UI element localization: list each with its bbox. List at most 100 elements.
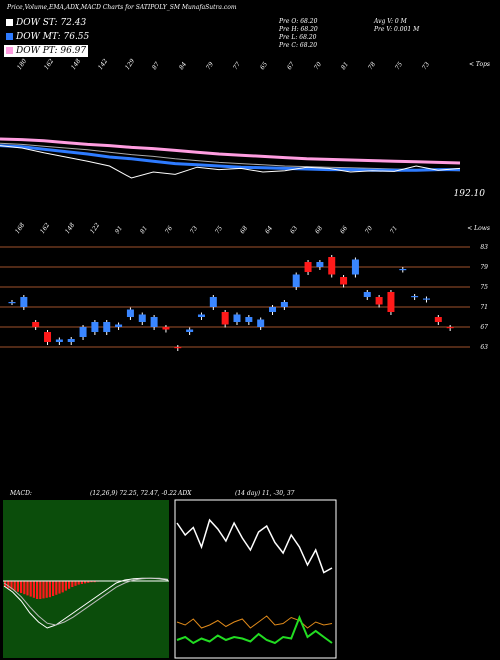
top-tick-label: 67 xyxy=(286,61,296,71)
candle-body xyxy=(292,274,300,287)
macd-histogram-bar xyxy=(93,581,96,583)
candle-body xyxy=(399,269,407,271)
low-tick-label: 162 xyxy=(39,222,51,236)
macd-histogram-bar xyxy=(7,581,10,589)
ema-line-mid xyxy=(0,144,460,172)
low-tick-label: < Lows xyxy=(467,225,490,232)
prev-close: Pre C: 68.20 xyxy=(279,42,318,49)
candle-body xyxy=(115,324,123,327)
macd-histogram-bar xyxy=(23,581,26,595)
low-tick-label: 73 xyxy=(189,225,199,235)
low-tick-label: 68 xyxy=(314,225,324,235)
macd-histogram-bar xyxy=(64,581,67,591)
adx-background xyxy=(174,499,337,659)
candle-body xyxy=(186,329,194,332)
legend-dow-st: DOW ST: 72.43 xyxy=(4,17,89,29)
candle-body xyxy=(280,302,288,307)
prev-low: Pre L: 68.20 xyxy=(279,34,317,41)
macd-histogram-bar xyxy=(10,581,13,590)
macd-histogram-bar xyxy=(52,581,55,596)
candle-body xyxy=(257,319,265,327)
adx-panel-box xyxy=(174,499,337,659)
candle-body xyxy=(446,327,454,329)
top-tick-label: 84 xyxy=(178,61,188,71)
candle-body xyxy=(20,297,28,307)
macd-histogram-bar xyxy=(36,581,39,599)
candle-body xyxy=(304,262,312,272)
candle-body xyxy=(340,277,348,285)
candle-body xyxy=(422,298,430,300)
candle-body xyxy=(269,307,277,312)
macd-title: MACD: xyxy=(9,490,32,497)
candle-body xyxy=(162,327,170,330)
macd-histogram-bar xyxy=(90,581,93,583)
candle-body xyxy=(434,317,442,322)
macd-histogram-bar xyxy=(68,581,71,589)
candle-body xyxy=(375,297,383,305)
ema-line-short xyxy=(0,145,461,179)
candle-body xyxy=(150,317,158,327)
low-tick-label: 70 xyxy=(364,225,374,235)
candle-body xyxy=(55,339,63,342)
low-tick-label: 64 xyxy=(264,225,274,235)
top-tick-label: 180 xyxy=(16,58,28,72)
macd-histogram-bar xyxy=(55,581,58,595)
top-tick-label: 81 xyxy=(340,61,350,71)
legend-swatch-st xyxy=(6,19,13,26)
candle-body xyxy=(44,332,52,342)
top-tick-label: 77 xyxy=(232,61,242,71)
legend-label-mt: DOW MT: 76.55 xyxy=(16,32,90,42)
candle-body xyxy=(411,296,419,298)
low-tick-label: 168 xyxy=(14,222,26,236)
candle-body xyxy=(174,347,182,349)
candle-body xyxy=(197,314,205,317)
legend-swatch-pt xyxy=(6,47,13,54)
legend-label-st: DOW ST: 72.43 xyxy=(16,18,87,28)
top-tick-label: 148 xyxy=(70,58,82,72)
macd-values: (12,26,9) 72.25, 72.47, -0.22 xyxy=(90,490,177,497)
chart-title: Price,Volume,EMA,ADX,MACD Charts for SAT… xyxy=(7,4,237,11)
candle-body xyxy=(91,322,99,332)
candle-body xyxy=(245,317,253,322)
macd-histogram-bar xyxy=(61,581,64,593)
macd-histogram-bar xyxy=(84,581,87,584)
candle-body xyxy=(67,339,75,342)
price-axis-label: 83 xyxy=(480,244,488,251)
top-tick-label: 87 xyxy=(151,61,161,71)
top-tick-label: 65 xyxy=(259,61,269,71)
candle-body xyxy=(138,314,146,322)
candle-body xyxy=(363,292,371,297)
adx-minus-di-line xyxy=(176,615,333,629)
macd-panel-box xyxy=(3,500,169,658)
macd-histogram-bar xyxy=(77,581,80,585)
low-tick-label: 63 xyxy=(289,225,299,235)
low-tick-label: 75 xyxy=(214,225,224,235)
legend-swatch-mt xyxy=(6,33,13,40)
price-axis-label: 75 xyxy=(480,284,488,291)
top-tick-label: 73 xyxy=(421,61,431,71)
macd-histogram-bar xyxy=(39,581,42,599)
low-tick-label: 76 xyxy=(164,225,174,235)
top-tick-label: 70 xyxy=(313,61,323,71)
candle-body xyxy=(316,262,324,267)
legend-dow-mt: DOW MT: 76.55 xyxy=(4,31,92,43)
legend-label-pt: DOW PT: 96.97 xyxy=(16,46,87,56)
adx-plus-di-line xyxy=(176,614,333,645)
price-axis-label: 67 xyxy=(480,324,488,331)
macd-histogram-bar xyxy=(48,581,51,598)
macd-histogram-bar xyxy=(71,581,74,587)
macd-histogram-bar xyxy=(58,581,61,594)
top-tick-label: 79 xyxy=(205,61,215,71)
low-tick-label: 71 xyxy=(389,225,399,235)
ema-value-label: 192.10 xyxy=(454,189,486,199)
low-tick-label: 66 xyxy=(339,225,349,235)
legend-dow-pt: DOW PT: 96.97 xyxy=(4,45,89,57)
price-axis-label: 63 xyxy=(480,344,488,351)
candle-body xyxy=(126,309,134,317)
price-axis-label: 79 xyxy=(480,264,488,271)
adx-line xyxy=(176,518,333,574)
candle-body xyxy=(209,297,217,307)
macd-histogram-bar xyxy=(13,581,16,591)
top-tick-label: 75 xyxy=(394,61,404,71)
